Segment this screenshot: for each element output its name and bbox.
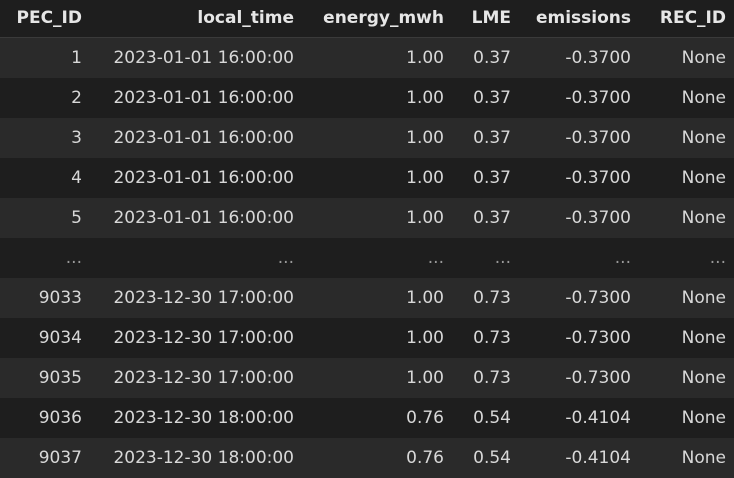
- local-time-cell: 2023-01-01 16:00:00: [90, 197, 302, 238]
- emissions-cell: ...: [519, 237, 639, 278]
- rec-id-cell: None: [639, 77, 734, 118]
- table-row: 3 2023-01-01 16:00:00 1.00 0.37 -0.3700 None: [0, 117, 734, 158]
- column-header-lme: LME: [452, 0, 519, 38]
- pec-id-cell: 3: [0, 117, 90, 158]
- local-time-cell: 2023-12-30 18:00:00: [90, 397, 302, 438]
- table-row: 9036 2023-12-30 18:00:00 0.76 0.54 -0.4104 No…: [0, 397, 734, 438]
- column-header-rec-id: REC_ID: [639, 0, 734, 38]
- table-header: PEC_ID local_time energy_mwh LME emissio…: [0, 0, 734, 38]
- table-row: 5 2023-01-01 16:00:00 1.00 0.37 -0.3700 None: [0, 197, 734, 238]
- local-time-cell: ...: [90, 237, 302, 278]
- lme-cell: 0.37: [452, 157, 519, 198]
- table-row: 2 2023-01-01 16:00:00 1.00 0.37 -0.3700 None: [0, 77, 734, 118]
- local-time-cell: 2023-12-30 18:00:00: [90, 437, 302, 478]
- lme-cell: 0.73: [452, 277, 519, 318]
- pec-id-cell: ...: [0, 237, 90, 278]
- emissions-cell: -0.3700: [519, 157, 639, 198]
- energy-mwh-cell: 0.76: [302, 397, 452, 438]
- energy-mwh-cell: 1.00: [302, 117, 452, 158]
- pec-id-cell: 9033: [0, 277, 90, 318]
- lme-cell: 0.37: [452, 37, 519, 78]
- local-time-cell: 2023-01-01 16:00:00: [90, 77, 302, 118]
- energy-mwh-cell: 1.00: [302, 357, 452, 398]
- rec-id-cell: None: [639, 437, 734, 478]
- pec-id-cell: 2: [0, 77, 90, 118]
- pec-id-cell: 9036: [0, 397, 90, 438]
- table-body: 1 2023-01-01 16:00:00 1.00 0.37 -0.3700 None 2…: [0, 37, 734, 478]
- lme-cell: 0.54: [452, 397, 519, 438]
- rec-id-cell: None: [639, 277, 734, 318]
- pec-id-cell: 5: [0, 197, 90, 238]
- pec-id-cell: 9035: [0, 357, 90, 398]
- local-time-cell: 2023-12-30 17:00:00: [90, 317, 302, 358]
- local-time-cell: 2023-01-01 16:00:00: [90, 157, 302, 198]
- emissions-cell: -0.3700: [519, 197, 639, 238]
- emissions-cell: -0.7300: [519, 357, 639, 398]
- rec-id-cell: ...: [639, 237, 734, 278]
- table-row: 4 2023-01-01 16:00:00 1.00 0.37 -0.3700 None: [0, 157, 734, 198]
- rec-id-cell: None: [639, 157, 734, 198]
- lme-cell: 0.37: [452, 117, 519, 158]
- column-header-energy-mwh: energy_mwh: [302, 0, 452, 38]
- energy-mwh-cell: 1.00: [302, 277, 452, 318]
- rec-id-cell: None: [639, 397, 734, 438]
- emissions-cell: -0.3700: [519, 77, 639, 118]
- emissions-cell: -0.4104: [519, 397, 639, 438]
- lme-cell: 0.37: [452, 77, 519, 118]
- column-header-emissions: emissions: [519, 0, 639, 38]
- rec-id-cell: None: [639, 317, 734, 358]
- pec-id-cell: 9034: [0, 317, 90, 358]
- ellipsis-row: ..................: [0, 237, 734, 278]
- rec-id-cell: None: [639, 37, 734, 78]
- local-time-cell: 2023-12-30 17:00:00: [90, 277, 302, 318]
- table-row: 9034 2023-12-30 17:00:00 1.00 0.73 -0.7300 No…: [0, 317, 734, 358]
- emissions-cell: -0.3700: [519, 117, 639, 158]
- rec-id-cell: None: [639, 117, 734, 158]
- energy-mwh-cell: 1.00: [302, 157, 452, 198]
- energy-mwh-cell: 0.76: [302, 437, 452, 478]
- lme-cell: 0.37: [452, 197, 519, 238]
- local-time-cell: 2023-01-01 16:00:00: [90, 117, 302, 158]
- lme-cell: 0.54: [452, 437, 519, 478]
- energy-mwh-cell: 1.00: [302, 37, 452, 78]
- pec-id-cell: 9037: [0, 437, 90, 478]
- emissions-cell: -0.4104: [519, 437, 639, 478]
- local-time-cell: 2023-12-30 17:00:00: [90, 357, 302, 398]
- rec-id-cell: None: [639, 197, 734, 238]
- column-header-local-time: local_time: [90, 0, 302, 38]
- emissions-cell: -0.7300: [519, 277, 639, 318]
- table-row: 9035 2023-12-30 17:00:00 1.00 0.73 -0.7300 No…: [0, 357, 734, 398]
- emissions-cell: -0.3700: [519, 37, 639, 78]
- table-row: 1 2023-01-01 16:00:00 1.00 0.37 -0.3700 None: [0, 37, 734, 78]
- table-row: 9033 2023-12-30 17:00:00 1.00 0.73 -0.7300 No…: [0, 277, 734, 318]
- column-header-pec-id: PEC_ID: [0, 0, 90, 38]
- energy-mwh-cell: 1.00: [302, 317, 452, 358]
- energy-mwh-cell: 1.00: [302, 197, 452, 238]
- pec-id-cell: 1: [0, 37, 90, 78]
- energy-mwh-cell: ...: [302, 237, 452, 278]
- lme-cell: 0.73: [452, 357, 519, 398]
- rec-id-cell: None: [639, 357, 734, 398]
- lme-cell: ...: [452, 237, 519, 278]
- lme-cell: 0.73: [452, 317, 519, 358]
- pec-id-cell: 4: [0, 157, 90, 198]
- local-time-cell: 2023-01-01 16:00:00: [90, 37, 302, 78]
- energy-mwh-cell: 1.00: [302, 77, 452, 118]
- table-row: 9037 2023-12-30 18:00:00 0.76 0.54 -0.4104 No…: [0, 437, 734, 478]
- header-row: PEC_ID local_time energy_mwh LME emissio…: [0, 0, 734, 38]
- emissions-cell: -0.7300: [519, 317, 639, 358]
